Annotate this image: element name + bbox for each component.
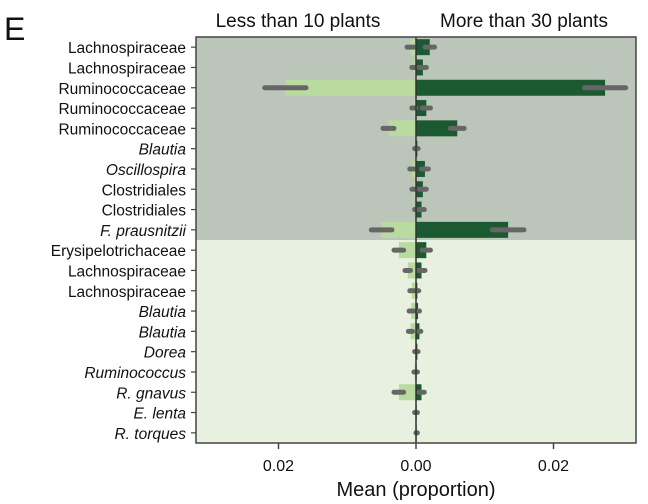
plot-area bbox=[195, 36, 637, 444]
bar-less-than-10 bbox=[285, 79, 416, 96]
y-tick-label: Clostridiales bbox=[102, 182, 187, 199]
x-axis-title: Mean (proportion) bbox=[337, 479, 496, 501]
y-tick-label: Lachnospiraceae bbox=[68, 60, 186, 77]
y-tick-label: R. torques bbox=[114, 426, 186, 443]
x-axis: 0.02 0.00 0.02 bbox=[263, 443, 569, 475]
panel-label: E bbox=[4, 11, 25, 47]
y-axis-labels: Lachnospiraceae Lachnospiraceae Ruminococc… bbox=[51, 40, 196, 443]
y-tick-label: E. lenta bbox=[133, 406, 186, 423]
y-tick-label: R. gnavus bbox=[116, 385, 186, 402]
y-tick-label: Ruminococcaceae bbox=[58, 81, 186, 98]
y-tick-label: Clostridiales bbox=[102, 203, 187, 220]
y-tick-label: Lachnospiraceae bbox=[68, 40, 186, 57]
y-tick-label: Blautia bbox=[139, 142, 187, 159]
bar-more-than-30 bbox=[416, 120, 458, 137]
left-header: Less than 10 plants bbox=[216, 11, 381, 32]
x-tick-label: 0.00 bbox=[400, 458, 431, 475]
y-tick-label: Ruminococcaceae bbox=[58, 101, 186, 118]
y-tick-label: Lachnospiraceae bbox=[68, 284, 186, 301]
x-tick-label: 0.02 bbox=[263, 458, 294, 475]
x-tick-label: 0.02 bbox=[538, 458, 569, 475]
bar-less-than-10 bbox=[398, 384, 416, 401]
y-tick-label: Ruminococcus bbox=[84, 365, 186, 382]
y-tick-label: Ruminococcaceae bbox=[58, 121, 186, 138]
y-tick-label: Blautia bbox=[139, 324, 187, 341]
y-tick-label: F. prausnitzii bbox=[100, 223, 186, 240]
y-tick-label: Oscillospira bbox=[106, 162, 186, 179]
bar-less-than-10 bbox=[381, 221, 416, 238]
bar-less-than-10 bbox=[398, 242, 416, 259]
y-tick-label: Dorea bbox=[144, 345, 187, 362]
bar-less-than-10 bbox=[388, 120, 416, 137]
y-tick-label: Blautia bbox=[139, 304, 187, 321]
bar-more-than-30 bbox=[416, 79, 606, 96]
bar-more-than-30 bbox=[416, 221, 509, 238]
y-tick-label: Lachnospiraceae bbox=[68, 263, 186, 280]
right-header: More than 30 plants bbox=[440, 11, 608, 32]
y-tick-label: Erysipelotrichaceae bbox=[51, 243, 186, 260]
